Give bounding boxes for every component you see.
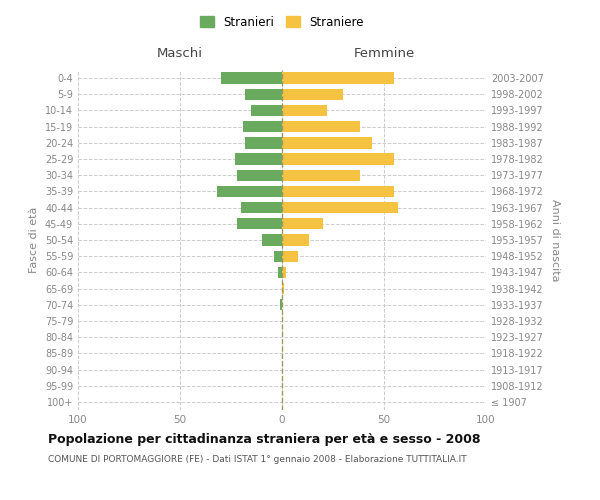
Bar bbox=[282, 121, 359, 132]
Bar bbox=[217, 186, 282, 197]
Bar bbox=[245, 137, 282, 148]
Bar bbox=[282, 202, 398, 213]
Bar bbox=[245, 88, 282, 100]
Bar bbox=[282, 266, 286, 278]
Bar bbox=[282, 250, 298, 262]
Bar bbox=[280, 299, 282, 310]
Bar bbox=[282, 72, 394, 84]
Bar bbox=[282, 234, 308, 246]
Bar bbox=[282, 170, 359, 181]
Bar bbox=[278, 266, 282, 278]
Y-axis label: Anni di nascita: Anni di nascita bbox=[550, 198, 560, 281]
Text: COMUNE DI PORTOMAGGIORE (FE) - Dati ISTAT 1° gennaio 2008 - Elaborazione TUTTITA: COMUNE DI PORTOMAGGIORE (FE) - Dati ISTA… bbox=[48, 456, 467, 464]
Text: Femmine: Femmine bbox=[353, 48, 415, 60]
Bar bbox=[241, 202, 282, 213]
Bar bbox=[251, 105, 282, 116]
Bar bbox=[237, 218, 282, 230]
Y-axis label: Fasce di età: Fasce di età bbox=[29, 207, 39, 273]
Bar bbox=[282, 283, 284, 294]
Bar bbox=[282, 88, 343, 100]
Legend: Stranieri, Straniere: Stranieri, Straniere bbox=[195, 11, 369, 34]
Bar bbox=[282, 186, 394, 197]
Text: Popolazione per cittadinanza straniera per età e sesso - 2008: Popolazione per cittadinanza straniera p… bbox=[48, 432, 481, 446]
Bar bbox=[274, 250, 282, 262]
Bar bbox=[235, 154, 282, 164]
Text: Maschi: Maschi bbox=[157, 48, 203, 60]
Bar bbox=[282, 154, 394, 164]
Bar bbox=[282, 137, 372, 148]
Bar bbox=[237, 170, 282, 181]
Bar bbox=[243, 121, 282, 132]
Bar bbox=[282, 105, 327, 116]
Bar bbox=[221, 72, 282, 84]
Bar bbox=[282, 218, 323, 230]
Bar bbox=[262, 234, 282, 246]
